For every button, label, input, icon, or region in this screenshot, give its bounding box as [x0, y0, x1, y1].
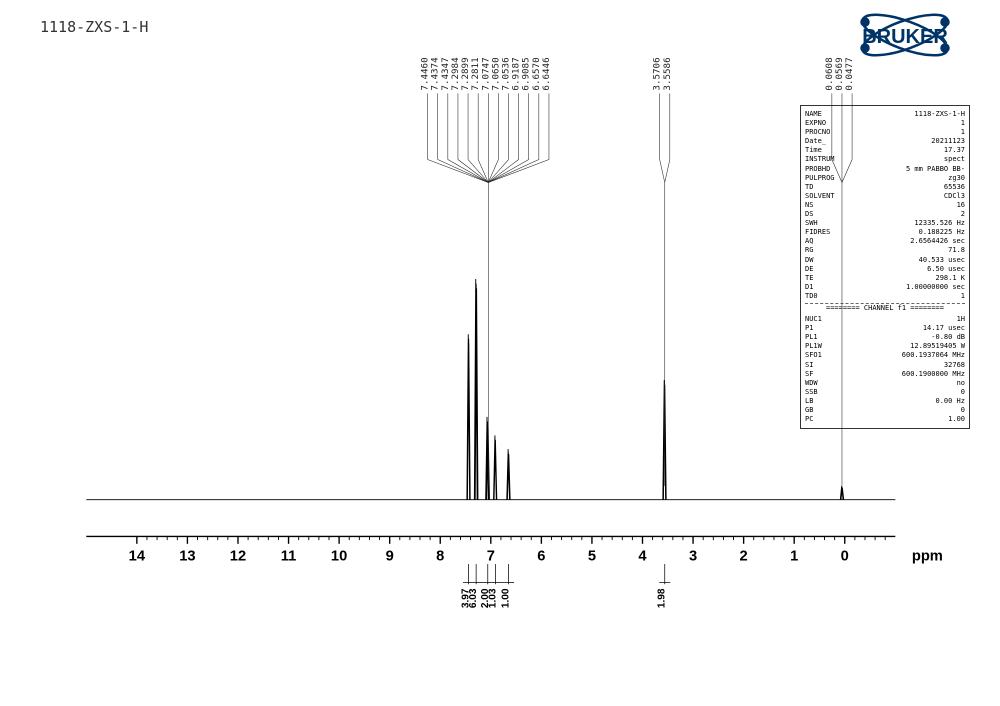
- peak-ppm-label: 3.5586: [662, 57, 673, 90]
- x-tick-label: 14: [129, 548, 146, 564]
- x-axis-unit: ppm: [912, 548, 943, 564]
- x-tick-label: 11: [281, 548, 297, 564]
- x-tick-label: 1: [790, 548, 798, 564]
- nmr-spectrum: 14131211109876543210ppm7.44607.43747.434…: [30, 40, 970, 610]
- x-tick-label: 12: [230, 548, 246, 564]
- x-tick-label: 13: [179, 548, 195, 564]
- peak-label-fan: [488, 160, 539, 183]
- x-tick-label: 0: [841, 548, 849, 564]
- peak-label-fan: [438, 160, 489, 183]
- peak-label-fan: [488, 160, 549, 183]
- x-tick-label: 10: [331, 548, 347, 564]
- x-tick-label: 7: [487, 548, 495, 564]
- peak-ppm-label: 0.0477: [844, 57, 855, 90]
- peak-label-fan: [488, 160, 528, 183]
- x-tick-label: 5: [588, 548, 596, 564]
- x-tick-label: 2: [740, 548, 748, 564]
- x-tick-label: 9: [386, 548, 394, 564]
- integral-value: 1.03: [487, 588, 498, 608]
- peak-label-fan: [842, 160, 852, 183]
- x-tick-label: 3: [689, 548, 697, 564]
- peak-label-fan: [488, 160, 508, 183]
- peak-label-fan: [665, 160, 670, 183]
- peak-label-fan: [428, 160, 489, 183]
- sample-id: 1118-ZXS-1-H: [40, 18, 148, 36]
- x-tick-label: 8: [436, 548, 444, 564]
- peak-label-fan: [660, 160, 665, 183]
- peak-ppm-label: 6.6446: [541, 57, 552, 90]
- x-tick-label: 4: [638, 548, 647, 564]
- spectrum-trace: [86, 279, 895, 500]
- x-tick-label: 6: [537, 548, 545, 564]
- integral-value: 6.03: [468, 588, 479, 608]
- integral-value: 1.98: [657, 588, 668, 608]
- peak-label-fan: [468, 160, 488, 183]
- peak-label-fan: [832, 160, 842, 183]
- integral-value: 1.00: [501, 588, 512, 608]
- peak-label-fan: [448, 160, 488, 183]
